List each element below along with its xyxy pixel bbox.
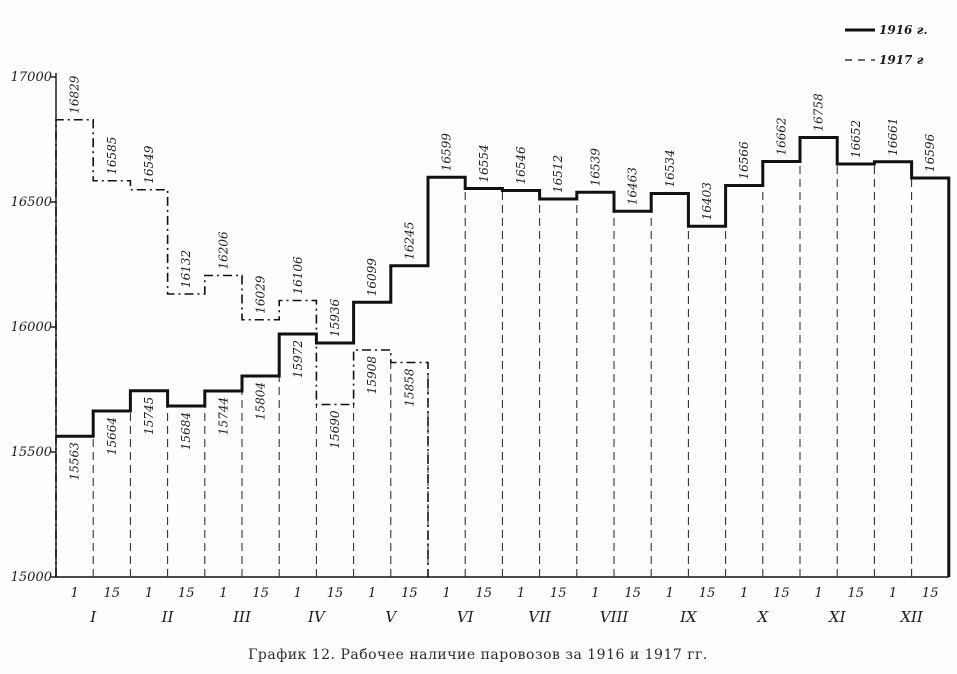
x-tick-label: 15 xyxy=(401,586,418,601)
x-tick-label: 1 xyxy=(740,586,748,601)
month-label: I xyxy=(89,608,97,626)
x-tick-label: 1 xyxy=(294,586,302,601)
y-tick-label: 16000 xyxy=(11,320,52,335)
x-tick-label: 15 xyxy=(773,586,790,601)
data-label-1917: 16549 xyxy=(142,145,156,184)
month-label: X xyxy=(756,608,769,626)
data-label-1916: 16652 xyxy=(849,120,863,158)
month-label: VII xyxy=(528,608,552,626)
x-tick-label: 1 xyxy=(889,586,897,601)
data-label-1916: 15804 xyxy=(254,382,268,420)
figure-caption: График 12. Рабочее наличие паровозов за … xyxy=(248,647,708,663)
month-label: VIII xyxy=(600,608,630,626)
data-label-1916: 15745 xyxy=(142,397,156,435)
x-tick-label: 15 xyxy=(476,586,493,601)
series-1916-line xyxy=(56,136,951,577)
data-label-1916: 16758 xyxy=(812,93,826,132)
data-label-1916: 16566 xyxy=(737,141,751,180)
data-label-1916: 16539 xyxy=(588,148,602,187)
data-label-1917: 15858 xyxy=(402,368,416,407)
x-tick-label: 15 xyxy=(104,586,121,601)
x-tick-label: 1 xyxy=(442,586,450,601)
data-label-1916: 16661 xyxy=(886,118,900,156)
x-tick-label: 15 xyxy=(922,586,939,601)
x-axis-labels: 1 15 1 15 1 15 1 15 1 15 1 15 1 15 1 15 1 15 1 15 1 15 1 15I II I… xyxy=(70,586,938,626)
period-dividers xyxy=(92,161,950,577)
x-tick-label: 15 xyxy=(699,586,716,601)
month-label: IX xyxy=(679,608,698,626)
series-1917-line xyxy=(55,118,429,577)
data-label-1917: 15690 xyxy=(328,410,342,449)
data-label-1917: 16106 xyxy=(291,256,305,295)
month-label: XII xyxy=(899,608,924,626)
y-tick-label: 15500 xyxy=(11,445,52,460)
data-label-1917: 16585 xyxy=(105,137,119,175)
x-tick-label: 1 xyxy=(814,586,822,601)
month-label: III xyxy=(232,608,252,626)
x-tick-label: 1 xyxy=(70,586,78,601)
x-tick-label: 1 xyxy=(666,586,674,601)
data-label-1916: 16546 xyxy=(514,146,528,185)
data-label-1916: 15684 xyxy=(179,412,193,450)
x-tick-label: 15 xyxy=(624,586,641,601)
x-tick-label: 15 xyxy=(848,586,865,601)
data-label-1916: 16596 xyxy=(923,133,937,172)
data-label-1916: 15563 xyxy=(68,442,82,481)
data-label-1917: 16829 xyxy=(68,75,82,114)
x-tick-label: 15 xyxy=(178,586,195,601)
data-label-1916: 15936 xyxy=(328,298,342,337)
data-label-1916: 16662 xyxy=(774,117,788,155)
data-label-1917: 16206 xyxy=(216,231,230,270)
legend: 1916 г. 1917 г xyxy=(845,23,928,67)
data-label-1916: 16245 xyxy=(402,222,416,260)
y-tick-label: 15000 xyxy=(11,570,52,585)
data-label-1916: 15972 xyxy=(291,340,305,378)
data-label-1916: 16512 xyxy=(551,155,565,193)
y-axis-ticks: 15000 15500 16000 16500 17000 xyxy=(11,70,56,585)
data-label-1916: 16463 xyxy=(626,167,640,206)
legend-label-1916: 1916 г. xyxy=(879,23,928,37)
data-label-1916: 16403 xyxy=(700,182,714,221)
data-label-1916: 16554 xyxy=(477,144,491,182)
month-label: XI xyxy=(828,608,847,626)
x-tick-label: 1 xyxy=(145,586,153,601)
x-tick-label: 1 xyxy=(591,586,599,601)
series-1916 xyxy=(56,136,951,577)
x-tick-label: 15 xyxy=(327,586,344,601)
data-labels-1917: 16829 16585 16549 16132 16206 16029 16106 15690… xyxy=(68,75,417,448)
month-label: V xyxy=(385,608,398,626)
month-label: IV xyxy=(307,608,327,626)
series-1917 xyxy=(55,118,429,577)
x-tick-label: 15 xyxy=(252,586,269,601)
data-label-1916: 16599 xyxy=(440,133,454,172)
data-labels-1916: 15563 15664 15745 15684 15744 15804 15972 15936… xyxy=(68,93,938,480)
month-label: VI xyxy=(457,608,475,626)
y-tick-label: 16500 xyxy=(11,195,52,210)
x-tick-label: 1 xyxy=(368,586,376,601)
data-label-1917: 15908 xyxy=(365,356,379,395)
data-label-1917: 16132 xyxy=(179,250,193,288)
data-label-1916: 16534 xyxy=(663,149,677,187)
legend-label-1917: 1917 г xyxy=(879,53,924,67)
x-tick-label: 15 xyxy=(550,586,567,601)
data-label-1916: 15664 xyxy=(105,417,119,455)
data-label-1916: 16099 xyxy=(365,258,379,297)
x-tick-label: 1 xyxy=(517,586,525,601)
x-tick-label: 1 xyxy=(219,586,227,601)
data-label-1917: 16029 xyxy=(254,275,268,314)
month-label: II xyxy=(161,608,175,626)
data-label-1916: 15744 xyxy=(216,397,230,435)
y-tick-label: 17000 xyxy=(11,70,52,85)
